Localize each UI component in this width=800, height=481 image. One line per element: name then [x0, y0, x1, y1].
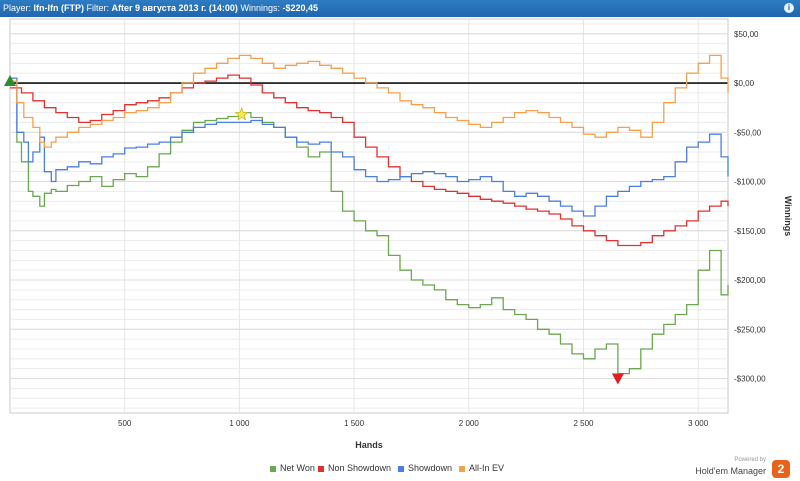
winnings-value: -$220,45	[282, 3, 319, 13]
legend-item-showdown[interactable]: Showdown	[398, 463, 452, 473]
series-line-showdown	[10, 77, 729, 217]
x-axis-label: Hands	[355, 440, 383, 450]
y-axis-label: Winnings	[783, 196, 793, 236]
legend-label: Showdown	[408, 463, 453, 473]
series-line-net-won	[10, 80, 729, 375]
player-label: Player:	[3, 3, 32, 13]
legend-item-net-won[interactable]: Net Won	[270, 463, 315, 473]
filter-label: Filter:	[86, 3, 110, 13]
start-marker	[4, 75, 16, 87]
x-tick-label: 1 500	[344, 419, 365, 428]
product-name: Hold'em Manager	[695, 466, 766, 476]
title-bar: Player: lfn-lfn (FTP) Filter: After 9 ав…	[0, 0, 800, 17]
chart-legend: Net Won Non Showdown Showdown All-In EV	[0, 463, 800, 477]
legend-swatch	[459, 465, 465, 472]
y-tick-label: $0,00	[734, 79, 755, 88]
legend-label: All-In EV	[469, 463, 505, 473]
powered-by-text: Powered by	[734, 457, 766, 463]
y-tick-label: -$150,00	[734, 227, 766, 236]
x-tick-label: 2 500	[573, 419, 594, 428]
header-text: Player: lfn-lfn (FTP) Filter: After 9 ав…	[3, 0, 318, 17]
legend-label: Non Showdown	[328, 463, 392, 473]
legend-item-all-in-ev[interactable]: All-In EV	[459, 463, 504, 473]
x-tick-label: 3 000	[688, 419, 709, 428]
filter-value: After 9 августа 2013 г. (14:00)	[111, 3, 238, 13]
y-tick-label: -$300,00	[734, 375, 766, 384]
hem-logo-icon: 2	[772, 460, 790, 478]
legend-item-non-showdown[interactable]: Non Showdown	[318, 463, 391, 473]
x-tick-label: 2 000	[459, 419, 480, 428]
plot-area	[9, 18, 729, 414]
x-tick-label: 1 000	[229, 419, 250, 428]
legend-swatch	[270, 465, 276, 472]
series-line-all-in-ev	[10, 54, 729, 148]
info-icon[interactable]: i	[784, 3, 794, 13]
winnings-label: Winnings:	[240, 3, 280, 13]
player-value: lfn-lfn (FTP)	[33, 3, 85, 13]
low-marker	[611, 373, 624, 385]
y-tick-label: $50,00	[734, 30, 759, 39]
winnings-chart: $50,00 $0,00 -$50,00 -$100,00 -$150,00 -$200,…	[4, 18, 793, 450]
y-tick-label: -$100,00	[734, 178, 766, 187]
y-tick-label: -$250,00	[734, 325, 766, 334]
y-tick-label: -$50,00	[734, 128, 762, 137]
legend-label: Net Won	[280, 463, 315, 473]
series-line-non-showdown	[10, 74, 729, 247]
branding: Powered by Hold'em Manager 2	[680, 457, 790, 479]
peak-marker	[234, 107, 249, 121]
y-tick-label: -$200,00	[734, 276, 766, 285]
legend-swatch	[398, 465, 404, 472]
legend-swatch	[318, 465, 324, 472]
x-tick-label: 500	[118, 419, 132, 428]
